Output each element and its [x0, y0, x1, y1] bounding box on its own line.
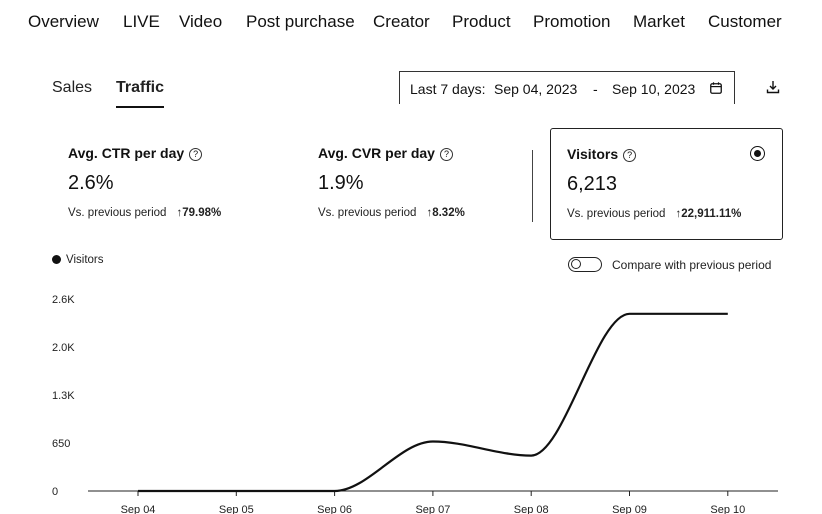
metric-compare: Vs. previous period ↑79.98%: [68, 207, 222, 219]
y-tick-label: 1.3K: [52, 390, 75, 402]
help-icon[interactable]: ?: [623, 149, 637, 162]
nav-creator[interactable]: Creator: [373, 12, 430, 31]
date-range-end: Sep 10, 2023: [612, 81, 696, 97]
y-tick-label: 2.6K: [52, 294, 75, 306]
metric-change: ↑8.32%: [426, 207, 465, 219]
tab-sales[interactable]: Sales: [52, 79, 93, 96]
metric-card-visitors[interactable]: Visitors? 6,213 Vs. previous period ↑22,9…: [550, 128, 783, 240]
metric-label: Avg. CTR per day?: [68, 145, 203, 161]
nav-promotion[interactable]: Promotion: [533, 12, 611, 31]
legend-label: Visitors: [66, 254, 104, 266]
up-arrow-icon: ↑: [675, 208, 682, 220]
help-icon[interactable]: ?: [189, 148, 203, 161]
metric-value: 1.9%: [318, 172, 364, 194]
date-range-preset: Last 7 days:: [410, 81, 486, 97]
legend-dot-icon: [52, 255, 61, 264]
nav-market[interactable]: Market: [633, 12, 685, 31]
metric-value: 6,213: [567, 173, 618, 195]
x-tick-label: Sep 09: [612, 504, 647, 514]
nav-live[interactable]: LIVE: [123, 12, 160, 31]
nav-product[interactable]: Product: [452, 12, 511, 31]
date-range-separator: -: [593, 81, 598, 97]
active-tab-indicator: [116, 106, 164, 108]
metric-change: ↑79.98%: [176, 207, 222, 219]
up-arrow-icon: ↑: [176, 207, 183, 219]
metric-label: Avg. CVR per day?: [318, 145, 453, 161]
y-tick-label: 650: [52, 438, 70, 450]
metric-change: ↑22,911.11%: [675, 208, 742, 220]
y-tick-label: 2.0K: [52, 342, 75, 354]
x-tick-label: Sep 10: [710, 504, 745, 514]
help-icon[interactable]: ?: [439, 148, 453, 161]
compare-toggle-label: Compare with previous period: [612, 258, 772, 272]
x-tick-label: Sep 07: [415, 504, 450, 514]
x-tick-label: Sep 04: [121, 504, 156, 514]
nav-overview[interactable]: Overview: [28, 12, 99, 31]
metric-value: 2.6%: [68, 172, 114, 194]
card-divider: [532, 150, 533, 222]
metric-label: Visitors?: [567, 146, 637, 162]
date-range-start: Sep 04, 2023: [494, 81, 578, 97]
x-tick-label: Sep 05: [219, 504, 254, 514]
selected-radio-icon[interactable]: [750, 146, 765, 161]
nav-post-purchase[interactable]: Post purchase: [246, 12, 355, 31]
metric-compare: Vs. previous period ↑8.32%: [318, 207, 465, 219]
nav-customer[interactable]: Customer: [708, 12, 782, 31]
date-range-picker[interactable]: Last 7 days: Sep 04, 2023 - Sep 10, 2023: [399, 71, 735, 104]
nav-video[interactable]: Video: [179, 12, 223, 31]
chart-legend: Visitors: [52, 254, 104, 266]
y-tick-label: 0: [52, 486, 58, 498]
compare-toggle[interactable]: [568, 257, 602, 272]
series-line-visitors: [137, 312, 728, 493]
metric-card-cvr[interactable]: Avg. CVR per day? 1.9% Vs. previous peri…: [304, 128, 530, 238]
tab-traffic[interactable]: Traffic: [116, 79, 165, 96]
x-tick-label: Sep 08: [514, 504, 549, 514]
x-tick-label: Sep 06: [317, 504, 352, 514]
top-navigation: Overview LIVE Video Post purchase Creato…: [0, 0, 822, 44]
up-arrow-icon: ↑: [426, 207, 433, 219]
metric-card-ctr[interactable]: Avg. CTR per day? 2.6% Vs. previous peri…: [54, 128, 294, 238]
download-icon[interactable]: [766, 80, 780, 94]
calendar-icon: [710, 82, 722, 94]
metric-compare: Vs. previous period ↑22,911.11%: [567, 208, 742, 220]
